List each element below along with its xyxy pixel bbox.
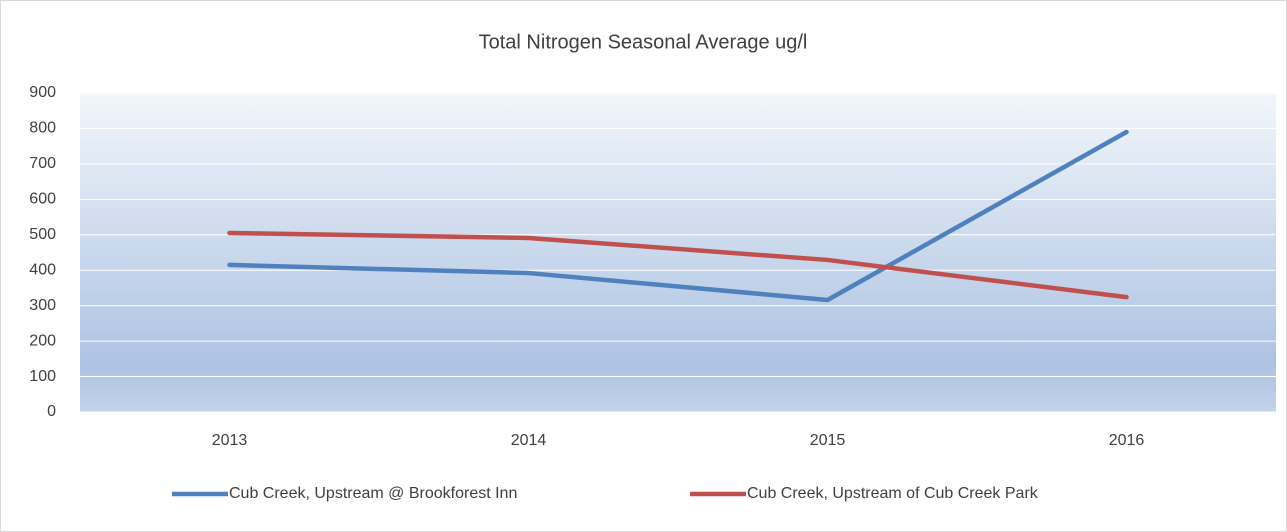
y-tick-label: 700 xyxy=(29,155,56,172)
x-tick-label: 2015 xyxy=(810,432,846,449)
y-tick-label: 200 xyxy=(29,332,56,349)
legend-label: Cub Creek, Upstream of Cub Creek Park xyxy=(747,485,1039,502)
series-line xyxy=(227,129,1129,303)
x-tick-label: 2013 xyxy=(212,432,248,449)
y-tick-label: 300 xyxy=(29,297,56,314)
series-line xyxy=(227,230,1129,300)
y-tick-label: 500 xyxy=(29,226,56,243)
y-tick-label: 900 xyxy=(29,84,56,101)
y-tick-label: 600 xyxy=(29,191,56,208)
y-tick-label: 100 xyxy=(29,368,56,385)
y-tick-label: 0 xyxy=(47,403,56,420)
legend-label: Cub Creek, Upstream @ Brookforest Inn xyxy=(229,485,517,502)
x-tick-label: 2014 xyxy=(511,432,547,449)
x-tick-label: 2016 xyxy=(1109,432,1145,449)
plot-area xyxy=(80,93,1276,412)
y-tick-label: 400 xyxy=(29,261,56,278)
chart-title: Total Nitrogen Seasonal Average ug/l xyxy=(479,31,808,53)
y-tick-label: 800 xyxy=(29,120,56,137)
